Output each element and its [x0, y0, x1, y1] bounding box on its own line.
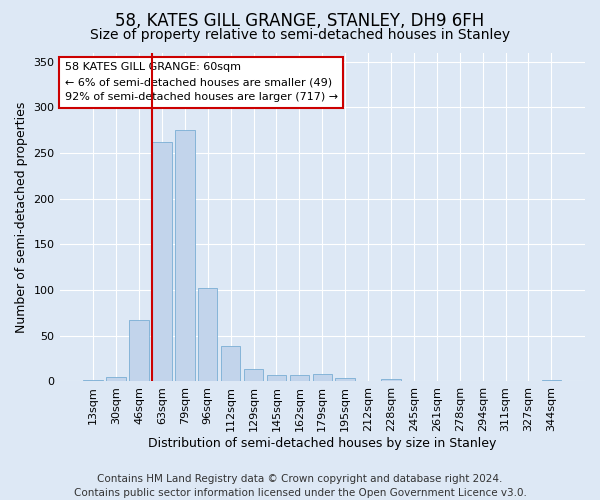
Y-axis label: Number of semi-detached properties: Number of semi-detached properties — [15, 102, 28, 332]
Bar — [175, 130, 194, 382]
Text: 58 KATES GILL GRANGE: 60sqm
← 6% of semi-detached houses are smaller (49)
92% of: 58 KATES GILL GRANGE: 60sqm ← 6% of semi… — [65, 62, 338, 102]
Bar — [129, 320, 149, 382]
Bar — [381, 378, 401, 382]
Bar — [152, 142, 172, 382]
Bar — [313, 374, 332, 382]
Bar — [83, 380, 103, 382]
X-axis label: Distribution of semi-detached houses by size in Stanley: Distribution of semi-detached houses by … — [148, 437, 496, 450]
Bar — [106, 377, 126, 382]
Bar — [290, 375, 309, 382]
Bar — [542, 380, 561, 382]
Text: 58, KATES GILL GRANGE, STANLEY, DH9 6FH: 58, KATES GILL GRANGE, STANLEY, DH9 6FH — [115, 12, 485, 30]
Bar — [267, 375, 286, 382]
Text: Size of property relative to semi-detached houses in Stanley: Size of property relative to semi-detach… — [90, 28, 510, 42]
Bar — [198, 288, 217, 382]
Bar — [335, 378, 355, 382]
Text: Contains HM Land Registry data © Crown copyright and database right 2024.
Contai: Contains HM Land Registry data © Crown c… — [74, 474, 526, 498]
Bar — [244, 368, 263, 382]
Bar — [221, 346, 241, 382]
